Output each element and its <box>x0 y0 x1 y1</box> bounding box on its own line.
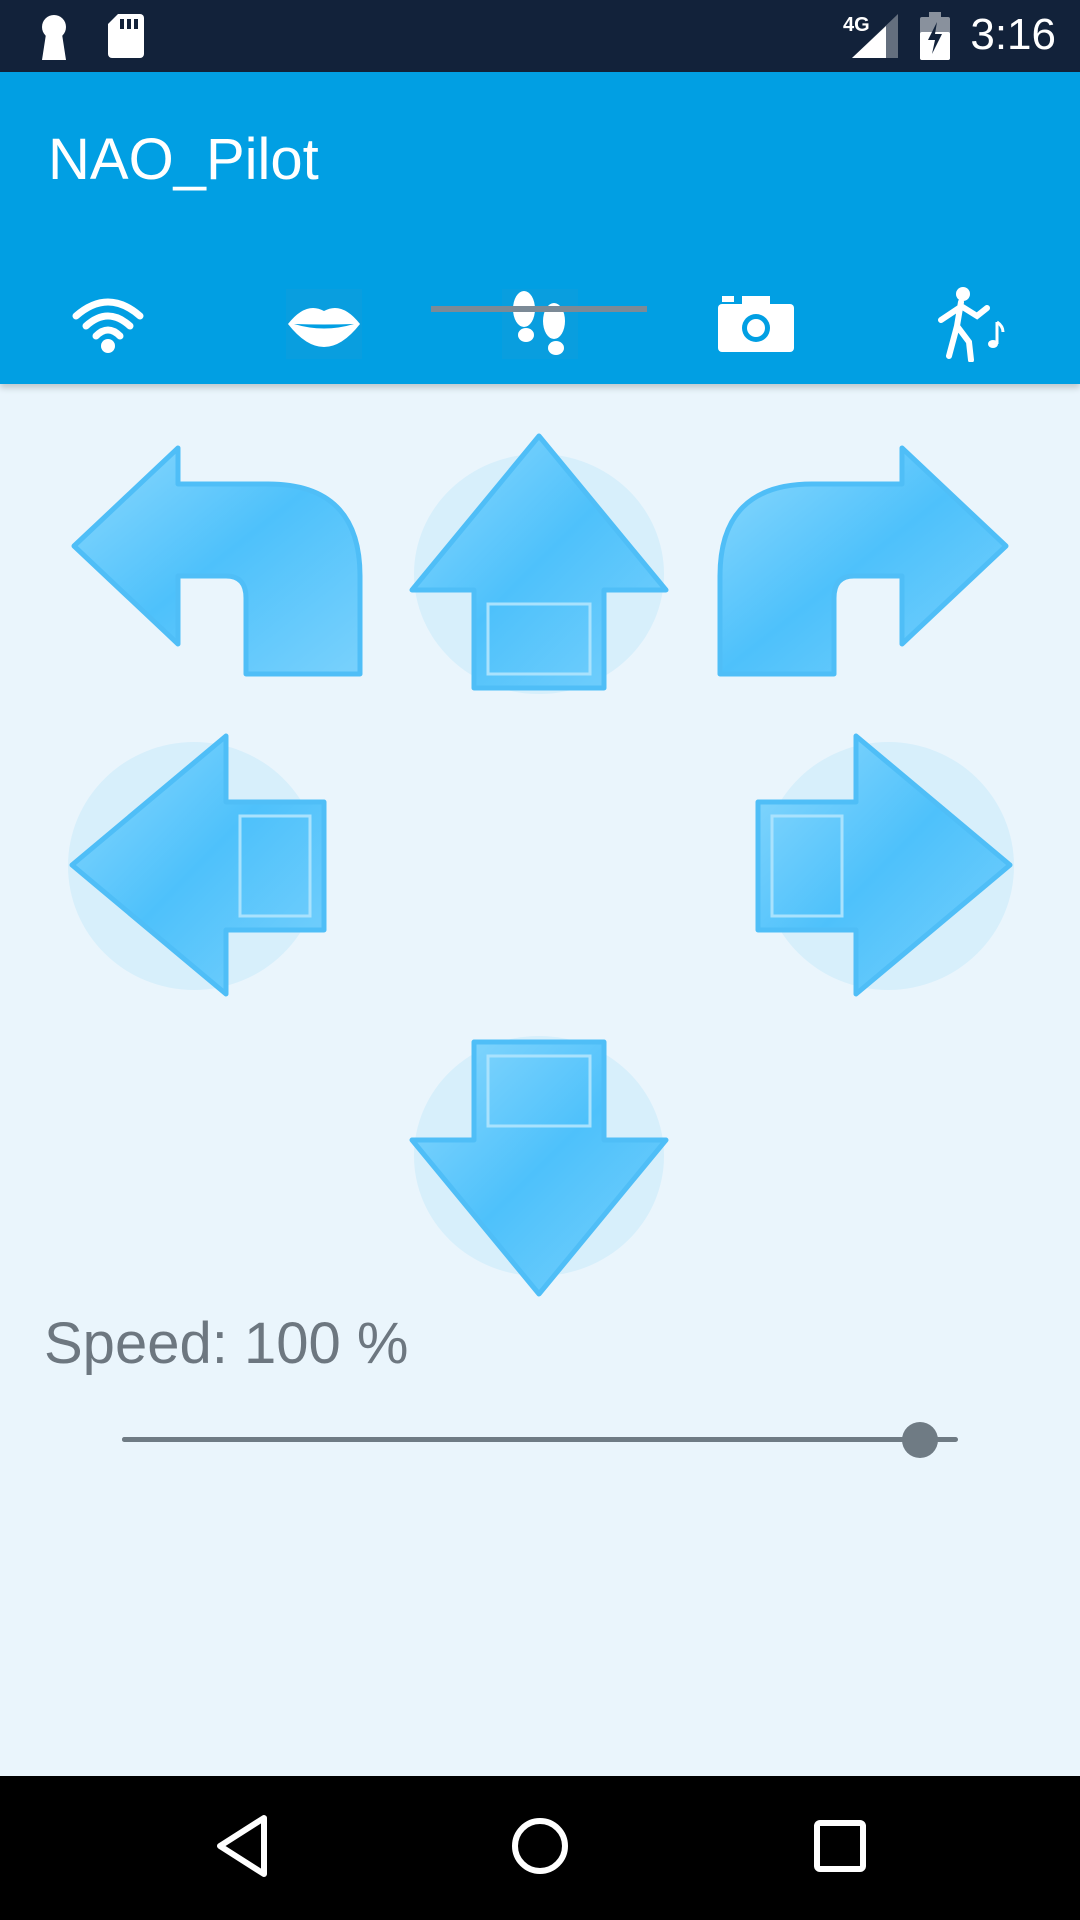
slider-thumb[interactable] <box>902 1422 938 1458</box>
dancing-figure-icon <box>937 286 1007 362</box>
app-title: NAO_Pilot <box>48 127 319 192</box>
tab-wifi[interactable] <box>0 264 216 384</box>
tab-indicator <box>431 306 647 312</box>
keyhole-icon <box>36 14 72 65</box>
app-bar: NAO_Pilot <box>0 72 1080 384</box>
status-time: 3:16 <box>970 10 1056 59</box>
forward-button[interactable] <box>408 433 670 694</box>
recents-icon[interactable] <box>812 1812 868 1885</box>
footsteps-icon <box>502 289 578 359</box>
slider-fill <box>122 1437 920 1442</box>
tab-walk[interactable] <box>432 264 648 384</box>
tab-dance[interactable] <box>864 264 1080 384</box>
turn-right-button[interactable] <box>717 445 1010 677</box>
wifi-icon <box>72 294 144 354</box>
turn-left-arrow-icon <box>70 445 363 677</box>
tab-camera[interactable] <box>648 264 864 384</box>
tab-speech[interactable] <box>216 264 432 384</box>
speed-slider[interactable] <box>122 1420 958 1460</box>
strafe-left-arrow-icon <box>68 733 327 997</box>
network-type-label: 4G <box>843 14 870 36</box>
speed-label: Speed: 100 % <box>44 1311 409 1376</box>
battery-charging-icon <box>920 12 950 65</box>
lips-icon <box>286 289 362 359</box>
forward-arrow-icon <box>408 433 670 694</box>
navigation-bar <box>0 1776 1080 1920</box>
strafe-right-button[interactable] <box>755 733 1014 997</box>
sd-card-icon <box>108 14 144 63</box>
turn-right-arrow-icon <box>717 445 1010 677</box>
cell-signal-icon <box>852 14 898 63</box>
backward-button[interactable] <box>408 1036 670 1297</box>
strafe-right-arrow-icon <box>755 733 1014 997</box>
camera-icon <box>718 296 794 352</box>
turn-left-button[interactable] <box>70 445 363 677</box>
backward-arrow-icon <box>408 1036 670 1297</box>
tab-bar <box>0 264 1080 384</box>
status-bar: 4G 3:16 <box>0 0 1080 72</box>
home-icon[interactable] <box>510 1812 570 1885</box>
strafe-left-button[interactable] <box>68 733 327 997</box>
back-icon[interactable] <box>214 1812 270 1885</box>
